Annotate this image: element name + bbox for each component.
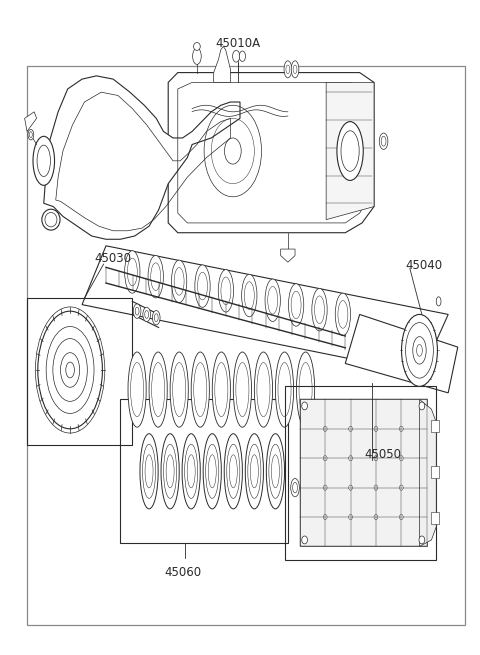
Ellipse shape (218, 270, 234, 312)
Polygon shape (214, 47, 230, 83)
Ellipse shape (402, 314, 437, 386)
Ellipse shape (191, 352, 209, 427)
Polygon shape (168, 73, 374, 233)
Ellipse shape (170, 352, 188, 427)
Polygon shape (326, 83, 374, 219)
Ellipse shape (212, 352, 230, 427)
Ellipse shape (245, 434, 264, 509)
Ellipse shape (42, 209, 60, 230)
Text: 45060: 45060 (164, 566, 201, 579)
Ellipse shape (291, 479, 300, 496)
Polygon shape (420, 400, 436, 546)
Ellipse shape (161, 434, 179, 509)
Ellipse shape (240, 51, 245, 62)
Ellipse shape (66, 362, 74, 378)
Polygon shape (44, 76, 240, 239)
Ellipse shape (233, 50, 240, 62)
Polygon shape (24, 112, 36, 132)
Ellipse shape (288, 284, 304, 326)
Ellipse shape (335, 293, 350, 335)
Ellipse shape (143, 307, 151, 322)
Bar (300, 400, 427, 546)
Text: 45010A: 45010A (215, 37, 260, 50)
Bar (120, 400, 288, 543)
Ellipse shape (312, 288, 327, 331)
Polygon shape (281, 249, 295, 262)
Ellipse shape (38, 311, 102, 429)
Ellipse shape (203, 434, 221, 509)
Ellipse shape (291, 61, 299, 78)
Ellipse shape (233, 352, 252, 427)
Bar (432, 421, 439, 432)
Ellipse shape (182, 434, 200, 509)
Text: 45050: 45050 (364, 449, 401, 462)
Bar (27, 66, 465, 625)
Ellipse shape (195, 265, 210, 307)
Ellipse shape (337, 122, 363, 180)
Ellipse shape (419, 402, 425, 410)
Text: 45030: 45030 (94, 252, 131, 265)
Ellipse shape (241, 274, 257, 317)
Ellipse shape (276, 352, 294, 427)
Ellipse shape (128, 352, 146, 427)
Ellipse shape (153, 310, 160, 325)
Polygon shape (345, 314, 458, 393)
Ellipse shape (149, 352, 167, 427)
Ellipse shape (140, 434, 158, 509)
Ellipse shape (193, 43, 200, 50)
Ellipse shape (297, 352, 315, 427)
Ellipse shape (28, 130, 34, 140)
Bar (432, 466, 439, 478)
Bar (432, 512, 439, 523)
Ellipse shape (125, 251, 140, 293)
Bar (286, 386, 436, 559)
Ellipse shape (266, 434, 285, 509)
Ellipse shape (265, 279, 280, 322)
Bar (27, 298, 132, 445)
Ellipse shape (436, 297, 441, 306)
Ellipse shape (284, 61, 292, 78)
Ellipse shape (302, 402, 308, 410)
Ellipse shape (302, 536, 308, 544)
Ellipse shape (419, 536, 425, 544)
Ellipse shape (254, 352, 273, 427)
Ellipse shape (224, 434, 242, 509)
Ellipse shape (171, 260, 187, 303)
Polygon shape (82, 246, 448, 373)
Ellipse shape (133, 304, 141, 318)
Ellipse shape (33, 136, 55, 185)
Text: 45040: 45040 (405, 259, 442, 272)
Ellipse shape (379, 133, 388, 149)
Ellipse shape (192, 48, 201, 64)
Ellipse shape (148, 255, 163, 298)
